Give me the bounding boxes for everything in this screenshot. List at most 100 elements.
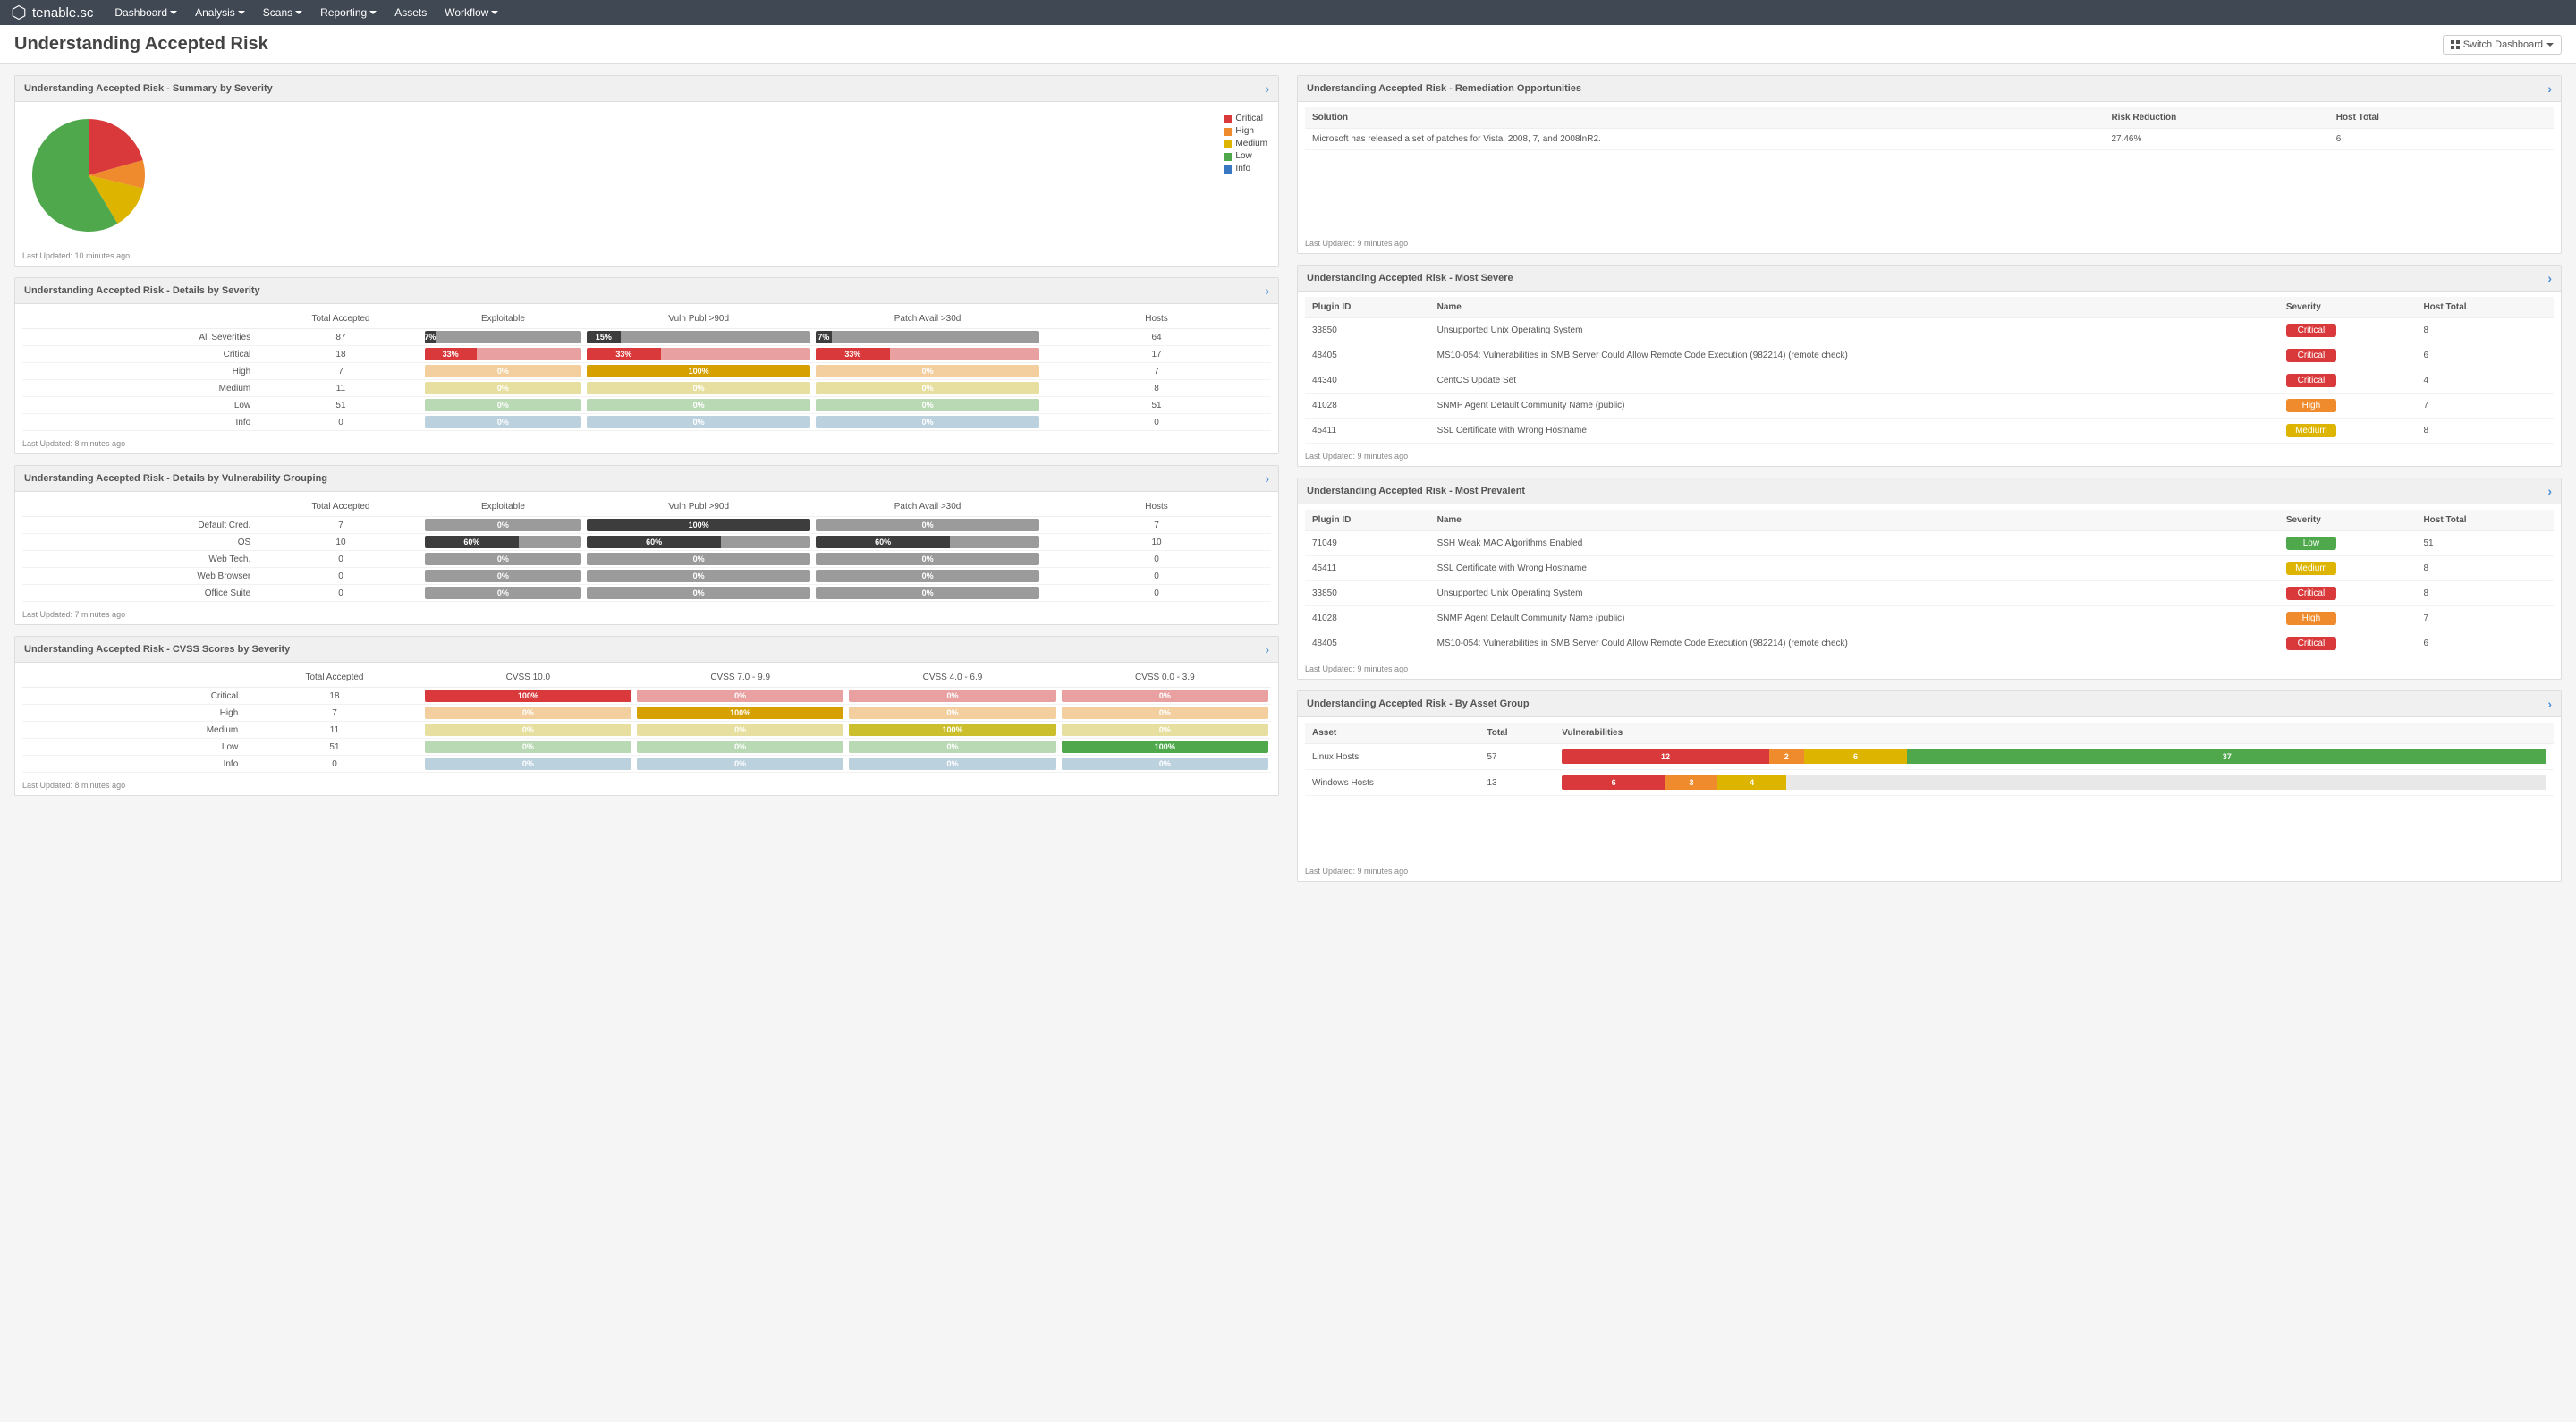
panel-expand-icon[interactable]: › xyxy=(1265,284,1269,298)
col-header xyxy=(22,309,259,329)
legend-item[interactable]: High xyxy=(1224,125,1267,138)
table-row[interactable]: 48405MS10-054: Vulnerabilities in SMB Se… xyxy=(1305,631,2554,656)
table-row[interactable]: 41028SNMP Agent Default Community Name (… xyxy=(1305,394,2554,419)
bar: 0% xyxy=(425,707,631,719)
table-row[interactable]: OS1060%60%60%10 xyxy=(22,534,1271,551)
table-row[interactable]: 33850Unsupported Unix Operating SystemCr… xyxy=(1305,581,2554,606)
legend-item[interactable]: Info xyxy=(1224,163,1267,175)
panel-expand-icon[interactable]: › xyxy=(2547,697,2552,711)
table-row[interactable]: 44340CentOS Update SetCritical4 xyxy=(1305,368,2554,394)
bar: 0% xyxy=(816,365,1039,377)
panel-expand-icon[interactable]: › xyxy=(1265,81,1269,96)
col-header: Hosts xyxy=(1042,309,1271,329)
panel-remediation: Understanding Accepted Risk - Remediatio… xyxy=(1297,75,2562,254)
col-header: Plugin ID xyxy=(1305,510,1430,531)
remediation-table: SolutionRisk ReductionHost TotalMicrosof… xyxy=(1305,107,2554,150)
severity-matrix-table: Total AcceptedExploitableVuln Publ >90dP… xyxy=(22,309,1271,431)
panel-updated: Last Updated: 9 minutes ago xyxy=(1298,236,2561,253)
table-row[interactable]: All Severities877%15%7%64 xyxy=(22,329,1271,346)
table-row[interactable]: Web Tech.00%0%0%0 xyxy=(22,551,1271,568)
caret-down-icon xyxy=(2546,43,2554,47)
bar: 0% xyxy=(587,587,810,599)
col-header: Name xyxy=(1430,510,2279,531)
table-row[interactable]: 71049SSH Weak MAC Algorithms EnabledLow5… xyxy=(1305,531,2554,556)
bar: 0% xyxy=(425,399,581,411)
left-column: Understanding Accepted Risk - Summary by… xyxy=(14,75,1279,882)
table-row[interactable]: 48405MS10-054: Vulnerabilities in SMB Se… xyxy=(1305,343,2554,368)
table-row[interactable]: Info00%0%0%0 xyxy=(22,414,1271,431)
bar: 100% xyxy=(1062,741,1268,753)
table-row[interactable]: Microsoft has released a set of patches … xyxy=(1305,129,2554,150)
panel-title: Understanding Accepted Risk - Summary by… xyxy=(24,83,273,94)
nav-item-analysis[interactable]: Analysis xyxy=(195,6,245,19)
legend-swatch-icon xyxy=(1224,165,1232,174)
table-row[interactable]: Critical1833%33%33%17 xyxy=(22,346,1271,363)
table-row[interactable]: Default Cred.70%100%0%7 xyxy=(22,517,1271,534)
bar: 100% xyxy=(425,690,631,702)
panel-cvss-by-severity: Understanding Accepted Risk - CVSS Score… xyxy=(14,636,1279,796)
panel-expand-icon[interactable]: › xyxy=(1265,642,1269,656)
switch-dashboard-label: Switch Dashboard xyxy=(2463,39,2543,50)
page-title: Understanding Accepted Risk xyxy=(14,34,268,55)
caret-down-icon xyxy=(369,11,377,14)
severity-badge: Medium xyxy=(2286,562,2336,575)
panel-most-severe: Understanding Accepted Risk - Most Sever… xyxy=(1297,265,2562,467)
bar: 0% xyxy=(425,553,581,565)
panel-expand-icon[interactable]: › xyxy=(2547,484,2552,498)
grid-icon xyxy=(2451,40,2460,49)
bar: 0% xyxy=(816,587,1039,599)
panel-expand-icon[interactable]: › xyxy=(1265,471,1269,486)
severity-badge: High xyxy=(2286,612,2336,625)
table-row[interactable]: Linux Hosts57122637 xyxy=(1305,744,2554,770)
bar: 0% xyxy=(816,570,1039,582)
panel-expand-icon[interactable]: › xyxy=(2547,81,2552,96)
bar: 0% xyxy=(425,724,631,736)
table-row[interactable]: 41028SNMP Agent Default Community Name (… xyxy=(1305,606,2554,631)
brand-text: tenable.sc xyxy=(32,5,93,21)
table-row[interactable]: Info00%0%0%0% xyxy=(22,756,1271,773)
nav-item-scans[interactable]: Scans xyxy=(263,6,302,19)
nav-item-reporting[interactable]: Reporting xyxy=(320,6,377,19)
table-row[interactable]: Critical18100%0%0%0% xyxy=(22,688,1271,705)
panel-updated: Last Updated: 9 minutes ago xyxy=(1298,864,2561,881)
legend-item[interactable]: Low xyxy=(1224,150,1267,163)
table-row[interactable]: High70%100%0%7 xyxy=(22,363,1271,380)
table-row[interactable]: Medium110%0%100%0% xyxy=(22,722,1271,739)
bar: 60% xyxy=(587,536,810,548)
legend-item[interactable]: Medium xyxy=(1224,138,1267,150)
col-header: Plugin ID xyxy=(1305,297,1430,318)
switch-dashboard-button[interactable]: Switch Dashboard xyxy=(2443,35,2562,55)
tenable-hex-icon xyxy=(11,4,27,21)
panel-title: Understanding Accepted Risk - Details by… xyxy=(24,473,327,484)
panel-title: Understanding Accepted Risk - Most Sever… xyxy=(1307,273,1513,284)
legend-swatch-icon xyxy=(1224,140,1232,148)
brand-logo[interactable]: tenable.sc xyxy=(11,4,93,21)
col-header: Risk Reduction xyxy=(2104,107,2328,129)
bar: 0% xyxy=(1062,724,1268,736)
table-row[interactable]: 33850Unsupported Unix Operating SystemCr… xyxy=(1305,318,2554,343)
col-header: Patch Avail >30d xyxy=(813,309,1042,329)
col-header: Patch Avail >30d xyxy=(813,497,1042,517)
nav-item-assets[interactable]: Assets xyxy=(394,6,427,19)
table-row[interactable]: Medium110%0%0%8 xyxy=(22,380,1271,397)
bar: 33% xyxy=(425,348,581,360)
table-row[interactable]: 45411SSL Certificate with Wrong Hostname… xyxy=(1305,556,2554,581)
dashboard-grid: Understanding Accepted Risk - Summary by… xyxy=(0,64,2576,893)
nav-item-workflow[interactable]: Workflow xyxy=(445,6,498,19)
table-row[interactable]: Low510%0%0%100% xyxy=(22,739,1271,756)
legend-item[interactable]: Critical xyxy=(1224,113,1267,125)
asset-group-table: AssetTotalVulnerabilitiesLinux Hosts5712… xyxy=(1305,723,2554,796)
panel-title: Understanding Accepted Risk - Details by… xyxy=(24,285,260,296)
panel-expand-icon[interactable]: › xyxy=(2547,271,2552,285)
table-row[interactable]: Windows Hosts13634 xyxy=(1305,770,2554,796)
bar: 0% xyxy=(425,587,581,599)
table-row[interactable]: Web Browser00%0%0%0 xyxy=(22,568,1271,585)
table-row[interactable]: Office Suite00%0%0%0 xyxy=(22,585,1271,602)
table-row[interactable]: 45411SSL Certificate with Wrong Hostname… xyxy=(1305,419,2554,444)
col-header: Solution xyxy=(1305,107,2104,129)
table-row[interactable]: Low510%0%0%51 xyxy=(22,397,1271,414)
pie-chart[interactable] xyxy=(26,113,151,238)
nav-item-dashboard[interactable]: Dashboard xyxy=(114,6,177,19)
severity-badge: Critical xyxy=(2286,374,2336,387)
table-row[interactable]: High70%100%0%0% xyxy=(22,705,1271,722)
